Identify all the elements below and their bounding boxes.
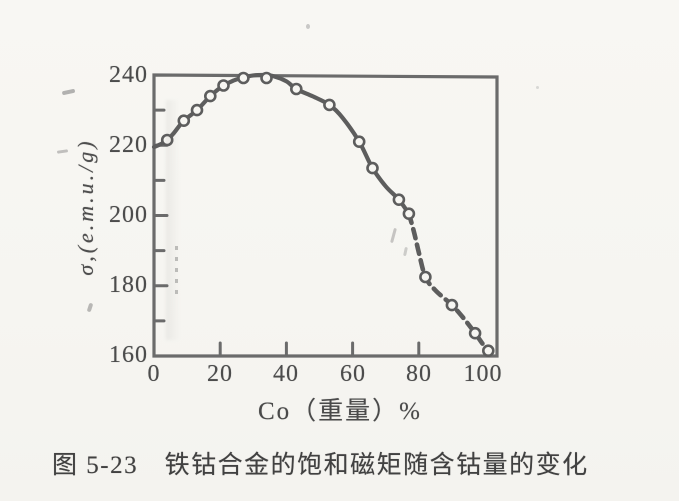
data-point-marker: [217, 79, 230, 92]
data-point-marker: [366, 161, 379, 175]
x-tick-label-80: 80: [406, 361, 432, 387]
data-point-marker: [160, 133, 174, 147]
x-tick-label-0: 0: [147, 361, 161, 387]
x-tick-label-60: 60: [340, 361, 366, 387]
data-point-marker: [419, 270, 432, 284]
plot-frame: [152, 73, 499, 358]
x-tick-label-100: 100: [463, 361, 503, 387]
curve-solid: [151, 72, 411, 216]
data-point-marker: [402, 207, 416, 220]
y-tick-label-180: 180: [109, 272, 148, 298]
data-point-marker: [177, 114, 191, 127]
data-point-marker: [468, 326, 482, 340]
y-tick-label-200: 200: [109, 202, 148, 228]
data-point-marker: [392, 193, 406, 206]
y-tick-label-220: 220: [109, 132, 148, 158]
data-point-marker: [289, 82, 303, 96]
data-point-marker: [260, 71, 273, 85]
data-point-marker: [204, 89, 217, 103]
x-tick-label-40: 40: [273, 361, 299, 387]
data-point-marker: [237, 71, 250, 85]
data-point-marker: [445, 298, 459, 312]
data-point-marker: [323, 98, 336, 112]
data-point-marker: [190, 103, 204, 117]
axis-ticks: [152, 108, 421, 358]
figure-caption: 图 5-23 铁钴合金的饱和磁矩随含钴量的变化: [52, 452, 589, 479]
data-point-markers: [160, 71, 495, 358]
data-point-marker: [352, 135, 366, 148]
x-tick-label-20: 20: [207, 361, 233, 387]
y-tick-label-160: 160: [109, 342, 148, 368]
data-point-marker: [481, 344, 495, 358]
curve-dashed: [406, 211, 491, 353]
x-axis-title: Co（重量）%: [257, 398, 422, 425]
y-tick-label-240: 240: [109, 62, 148, 88]
